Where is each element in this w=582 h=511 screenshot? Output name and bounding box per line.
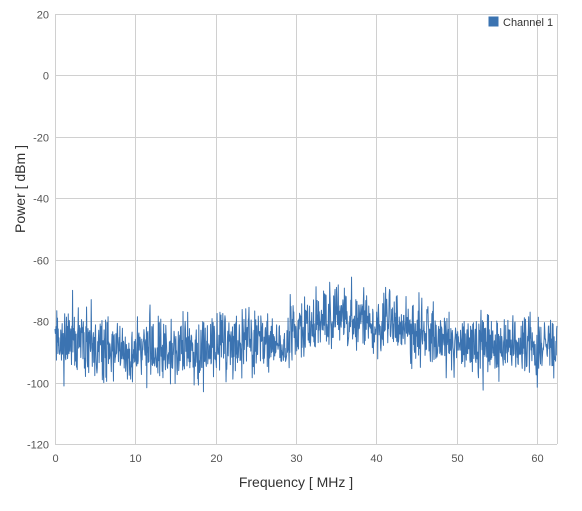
y-tick-label: -20 [33,133,49,145]
legend-label[interactable]: Channel 1 [503,17,553,29]
x-tick-label: 40 [370,453,382,465]
x-tick-label: 60 [531,453,543,465]
grid-lines [55,14,558,445]
y-tick-label: -100 [27,379,49,391]
legend-swatch[interactable] [487,15,500,28]
y-tick-label: -60 [33,256,49,268]
y-axis-title: Power [ dBm ] [12,145,28,233]
x-axis-title: Frequency [ MHz ] [239,474,353,490]
series-line-channel-1 [54,276,558,393]
series-layer [54,276,558,393]
y-tick-label: -120 [27,440,49,452]
y-tick-label: 20 [37,10,49,22]
x-tick-label: 0 [52,453,58,465]
x-tick-label: 10 [129,453,141,465]
y-tick-label: -80 [33,317,49,329]
y-tick-label: -40 [33,194,49,206]
x-tick-label: 30 [290,453,302,465]
legend[interactable]: Channel 1 [487,15,553,29]
x-tick-label: 20 [210,453,222,465]
y-tick-label: 0 [43,71,49,83]
x-tick-label: 50 [451,453,463,465]
